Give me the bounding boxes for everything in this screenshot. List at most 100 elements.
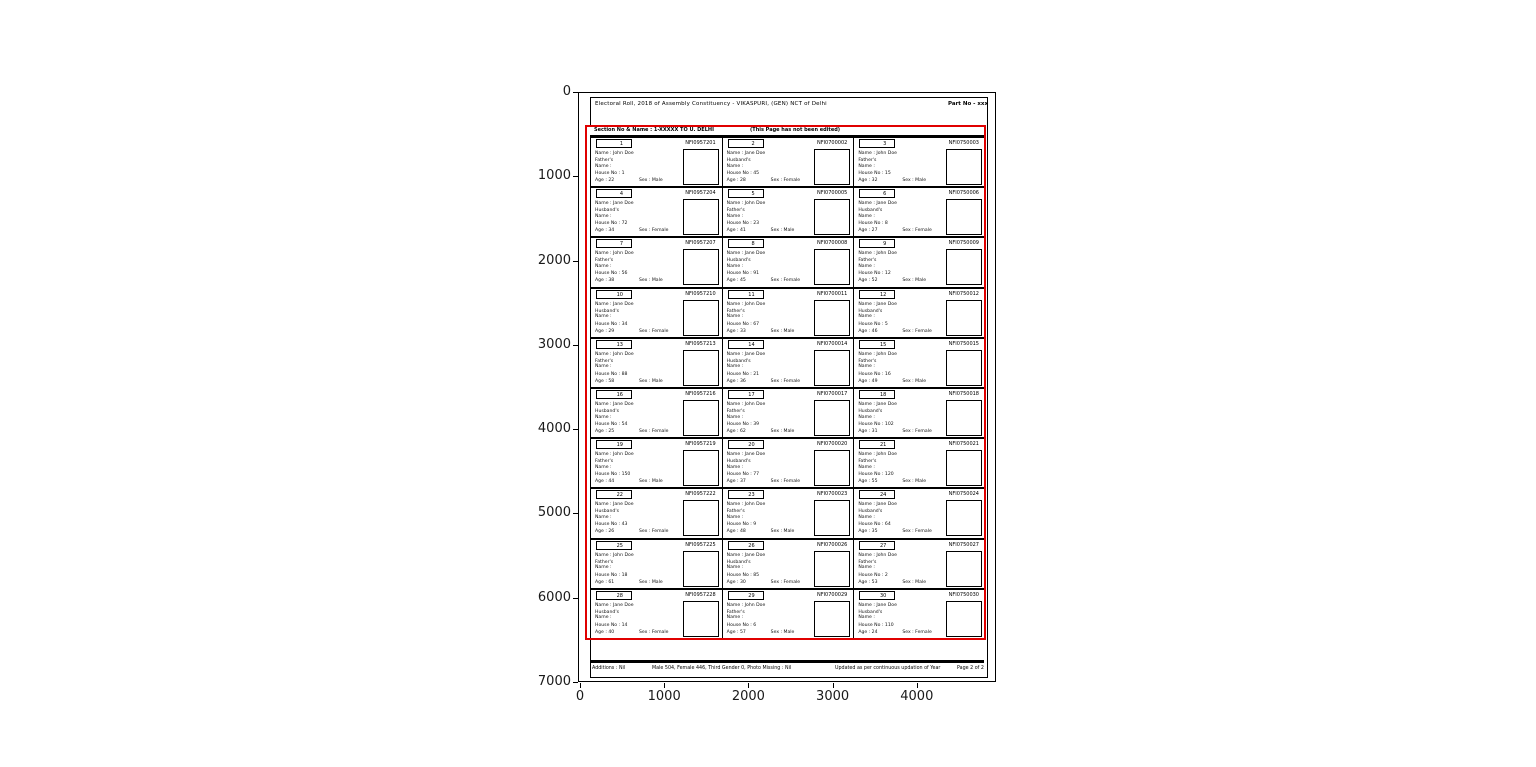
voter-name-line: Name : Jane Doe: [595, 502, 634, 508]
relation-label-line2: Name :: [726, 364, 744, 370]
relation-label-line2: Name :: [858, 615, 875, 621]
age-line: Age : 55: [858, 479, 878, 485]
y-tick-mark: [573, 260, 578, 262]
age-line: Age : 38: [595, 278, 615, 284]
relation-label-line2: Name :: [595, 364, 612, 370]
sex-line: Sex : Male: [902, 579, 927, 585]
voter-photo-box: [682, 450, 719, 487]
voter-card: 2 NFI0700002 Name : Jane Doe Husband's Name …: [722, 136, 855, 187]
voter-photo-box: [945, 299, 982, 336]
voter-card: 19 NFI0957219 Name : John Doe Father's Name …: [591, 437, 723, 488]
voter-name-line: Name : John Doe: [858, 552, 897, 558]
house-number-line: House No : 150: [595, 472, 631, 478]
house-number-line: House No : 9: [726, 522, 757, 528]
age-line: Age : 35: [858, 529, 878, 535]
sex-line: Sex : Female: [639, 328, 669, 334]
relation-label-line1: Husband's: [858, 409, 883, 414]
sex-line: Sex : Male: [639, 178, 663, 183]
y-tick-mark: [573, 597, 578, 599]
y-tick-mark: [573, 344, 578, 346]
relation-label-line2: Name :: [595, 314, 612, 320]
relation-label-line1: Father's: [595, 559, 614, 565]
voter-photo-box: [945, 450, 982, 487]
sex-line: Sex : Female: [639, 228, 669, 234]
voter-card: 20 NFI0700020 Name : Jane Doe Husband's Name…: [722, 437, 855, 488]
sex-line: Sex : Female: [902, 328, 932, 334]
serial-number-box: 6: [859, 189, 896, 199]
relation-label-line1: Father's: [726, 208, 745, 214]
relation-label-line1: Husband's: [595, 208, 619, 214]
epic-number: NFI0750030: [948, 591, 979, 598]
age-line: Age : 58: [595, 378, 615, 384]
house-number-line: House No : 6: [726, 622, 757, 628]
epic-number: NFI0750015: [948, 340, 979, 347]
voter-photo-box: [814, 149, 851, 185]
serial-number-box: 17: [727, 390, 764, 399]
voter-photo-box: [814, 400, 851, 436]
voter-name-line: Name : John Doe: [726, 301, 766, 307]
voter-card: 25 NFI0957225 Name : John Doe Father's Name …: [591, 537, 723, 588]
house-number-line: House No : 12: [858, 271, 891, 277]
relation-label-line2: Name :: [595, 263, 612, 269]
serial-number-box: 3: [859, 139, 896, 148]
age-line: Age : 48: [726, 529, 746, 535]
voter-name-line: Name : Jane Doe: [726, 552, 766, 558]
relation-label-line1: Husband's: [726, 358, 751, 364]
part-number: Part No - xxx: [948, 101, 988, 107]
sex-line: Sex : Male: [639, 278, 663, 284]
house-number-line: House No : 15: [858, 171, 891, 176]
relation-label-line1: Father's: [858, 158, 877, 163]
relation-label-line2: Name :: [858, 464, 875, 470]
house-number-line: House No : 23: [726, 221, 760, 227]
voter-photo-box: [814, 199, 851, 236]
x-tick-label: 4000: [900, 689, 934, 704]
relation-label-line2: Name :: [595, 163, 612, 169]
serial-number-box: 22: [596, 490, 632, 500]
relation-label-line2: Name :: [726, 514, 744, 520]
epic-number: NFI0957204: [685, 190, 716, 197]
relation-label-line2: Name :: [858, 263, 875, 269]
serial-number-box: 8: [727, 239, 764, 249]
y-tick-label: 5000: [537, 505, 571, 521]
epic-number: NFI0957201: [685, 140, 716, 146]
house-number-line: House No : 8: [858, 221, 888, 227]
relation-label-line2: Name :: [858, 213, 875, 219]
relation-label-line1: Father's: [595, 358, 614, 364]
sex-line: Sex : Female: [770, 579, 801, 585]
relation-label-line1: Husband's: [726, 158, 751, 163]
sex-line: Sex : Male: [770, 429, 795, 434]
voter-name-line: Name : John Doe: [595, 151, 634, 156]
voter-card: 7 NFI0957207 Name : John Doe Father's Name :…: [591, 236, 723, 287]
footer-additions: Additions : Nil: [592, 666, 626, 671]
x-tick-mark: [580, 683, 581, 688]
age-line: Age : 36: [726, 378, 746, 384]
y-tick-label: 1000: [537, 168, 571, 184]
serial-number-box: 5: [727, 189, 764, 199]
relation-label-line2: Name :: [595, 213, 612, 219]
relation-label-line2: Name :: [726, 163, 744, 169]
voter-name-line: Name : Jane Doe: [595, 201, 634, 207]
roll-header-title: Electoral Roll, 2018 of Assembly Constit…: [595, 101, 827, 107]
voter-name-line: Name : Jane Doe: [726, 452, 766, 458]
voter-card: 23 NFI0700023 Name : John Doe Father's Name …: [722, 487, 855, 538]
relation-label-line2: Name :: [726, 213, 744, 219]
relation-label-line1: Husband's: [726, 258, 751, 264]
voter-card: 21 NFI0750021 Name : John Doe Father's Name …: [854, 437, 986, 488]
sex-line: Sex : Male: [902, 278, 927, 284]
voter-photo-box: [945, 149, 982, 185]
voter-card: 29 NFI0700029 Name : John Doe Father's Name …: [722, 587, 855, 638]
voter-name-line: Name : Jane Doe: [858, 301, 897, 307]
voter-card: 26 NFI0700026 Name : Jane Doe Husband's Name…: [722, 537, 855, 588]
voter-name-line: Name : John Doe: [595, 351, 634, 357]
sex-line: Sex : Male: [770, 629, 795, 635]
voter-name-line: Name : Jane Doe: [858, 502, 897, 508]
voter-card: 24 NFI0750024 Name : Jane Doe Husband's Name…: [854, 487, 986, 538]
epic-number: NFI0957216: [685, 391, 716, 397]
relation-label-line1: Husband's: [858, 509, 883, 515]
epic-number: NFI0750012: [948, 290, 979, 297]
voter-card: 9 NFI0750009 Name : John Doe Father's Name :…: [854, 236, 986, 287]
relation-label-line1: Father's: [595, 459, 614, 465]
age-line: Age : 45: [726, 278, 746, 284]
voter-photo-box: [945, 600, 982, 637]
relation-label-line2: Name :: [726, 314, 744, 320]
